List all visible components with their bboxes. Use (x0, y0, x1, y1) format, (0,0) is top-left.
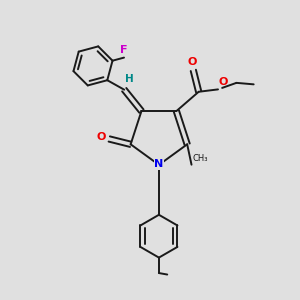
Text: CH₃: CH₃ (193, 154, 208, 163)
Text: F: F (120, 45, 128, 55)
Text: H: H (125, 74, 134, 84)
Text: O: O (187, 57, 196, 68)
Text: O: O (96, 132, 106, 142)
Text: N: N (154, 159, 164, 169)
Text: O: O (219, 77, 228, 87)
